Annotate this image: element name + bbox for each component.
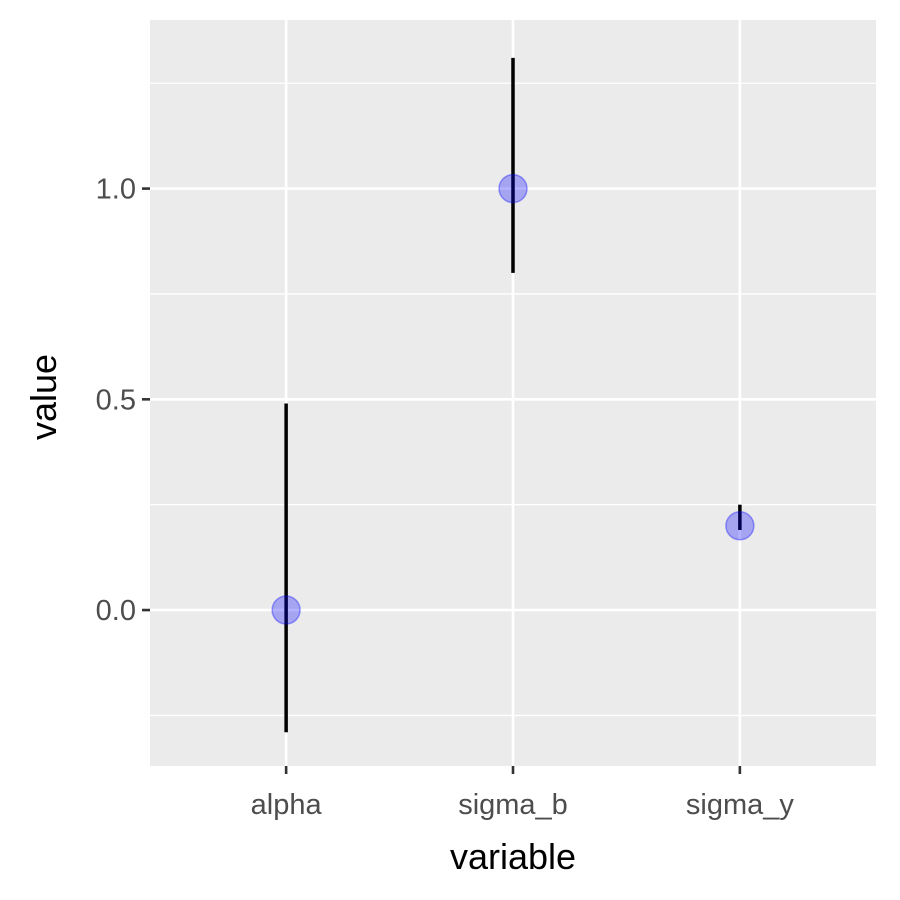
axes: 0.0 0.5 1.0 alpha sigma_b sigma_y bbox=[96, 174, 795, 821]
point-sigma_y bbox=[725, 511, 755, 541]
y-tick-label: 0.0 bbox=[96, 595, 136, 627]
y-tick-label: 0.5 bbox=[96, 384, 136, 416]
data-marks bbox=[271, 57, 755, 733]
x-tick-label: alpha bbox=[251, 789, 323, 821]
point-alpha bbox=[271, 595, 301, 625]
y-tick-label: 1.0 bbox=[96, 174, 136, 206]
x-tick-label: sigma_y bbox=[686, 789, 794, 821]
x-tick-label: sigma_b bbox=[458, 789, 568, 821]
point-sigma_b bbox=[498, 173, 528, 204]
y-axis-title: value bbox=[23, 354, 64, 440]
x-axis-title: variable bbox=[450, 836, 576, 877]
